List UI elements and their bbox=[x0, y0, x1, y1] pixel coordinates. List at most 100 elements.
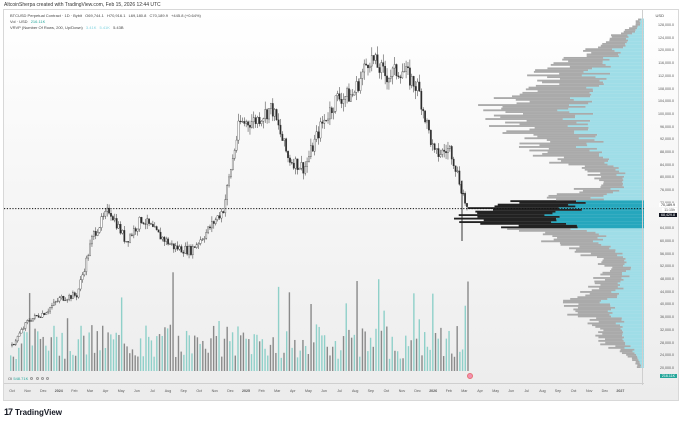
tradingview-brand: TradingView bbox=[15, 407, 62, 417]
price-tick-label: 56,000.0 bbox=[660, 251, 674, 256]
time-tick-label: Apr bbox=[102, 389, 109, 393]
legend-vrvp-row[interactable]: VRVP (Number Of Rows, 200, Up/Down) 3.41… bbox=[10, 25, 203, 31]
legend-volume-value: 216.11K bbox=[30, 19, 46, 24]
price-tick-label: 100,000.0 bbox=[658, 111, 674, 116]
tradingview-logo-icon: 17 bbox=[4, 407, 13, 417]
oi-label: OI bbox=[8, 376, 13, 381]
time-tick-label: Feb bbox=[258, 389, 265, 393]
price-tick-label: 44,000.0 bbox=[660, 289, 674, 294]
time-tick-label: Apr bbox=[477, 389, 483, 393]
legend-vrvp-total: 5.43B bbox=[113, 25, 124, 30]
time-tick-label: Oct bbox=[9, 389, 15, 393]
price-tick-label: 116,000.0 bbox=[658, 61, 674, 66]
time-tick-label: 2027 bbox=[616, 389, 625, 393]
time-tick-label: Jul bbox=[150, 389, 155, 393]
price-tick-label: 84,000.0 bbox=[660, 162, 674, 167]
price-tick-label: 112,000.0 bbox=[658, 73, 674, 78]
price-tick-label: 76,000.0 bbox=[660, 188, 674, 193]
time-tick-label: Feb bbox=[445, 389, 452, 393]
price-tick-label: 88,000.0 bbox=[660, 150, 674, 155]
time-axis[interactable]: Oct Nov Dec 2024 Feb Mar Apr May Jun Jul Aug Sep Oct… bbox=[4, 383, 644, 400]
currency-label[interactable]: USD bbox=[655, 13, 664, 18]
legend-vrvp-up: 3.41K bbox=[85, 25, 97, 30]
price-tick-label: 24,000.0 bbox=[660, 353, 674, 358]
legend-close: C70,189.9 bbox=[149, 13, 168, 18]
price-tick-label: 48,000.0 bbox=[660, 277, 674, 282]
price-tick-label: 72,000.0 bbox=[660, 201, 674, 205]
chart-pane[interactable]: BTCUSD Perpetual Contract · 1D · Bybit O… bbox=[3, 9, 679, 401]
time-tick-label: Mar bbox=[86, 389, 94, 393]
price-tick-label: 60,000.0 bbox=[660, 238, 674, 243]
legend-high: H70,916.1 bbox=[106, 13, 126, 18]
volume-tag: 216.11K bbox=[659, 374, 677, 378]
price-tick-label: 52,000.0 bbox=[660, 264, 674, 269]
time-tick-label: Jul bbox=[524, 389, 530, 393]
time-tick-label: 2024 bbox=[54, 389, 63, 393]
legend-open: O69,744.1 bbox=[85, 13, 104, 18]
time-tick-label: Jun bbox=[133, 389, 140, 393]
legend-symbol-row[interactable]: BTCUSD Perpetual Contract · 1D · Bybit O… bbox=[10, 13, 203, 19]
chart-legend: BTCUSD Perpetual Contract · 1D · Bybit O… bbox=[10, 13, 203, 31]
eye-icon[interactable] bbox=[30, 377, 34, 381]
legend-symbol[interactable]: BTCUSD Perpetual Contract · 1D · Bybit bbox=[10, 13, 83, 18]
time-tick-label: Jun bbox=[508, 389, 515, 393]
legend-volume-row[interactable]: Vol · USD 216.11K bbox=[10, 19, 203, 25]
time-tick-label: Dec bbox=[227, 389, 234, 393]
price-tick-label: 20,000.0 bbox=[660, 366, 674, 370]
candle-countdown-tag: 11:15h bbox=[662, 207, 677, 212]
oi-value: 548.71K bbox=[13, 376, 29, 381]
time-tick-label: May bbox=[117, 389, 125, 393]
price-tick-label: 32,000.0 bbox=[660, 327, 674, 332]
time-tick-label: Dec bbox=[601, 389, 608, 393]
price-tick-label: 96,000.0 bbox=[660, 124, 674, 129]
time-tick-label: Sep bbox=[367, 389, 374, 393]
price-plot[interactable] bbox=[4, 10, 644, 385]
time-tick-label: Aug bbox=[351, 389, 359, 393]
time-tick-label: Dec bbox=[414, 389, 421, 393]
price-tick-label: 124,000.0 bbox=[658, 35, 674, 40]
settings-icon[interactable] bbox=[35, 377, 39, 381]
time-tick-label: Oct bbox=[196, 389, 202, 393]
close-icon[interactable] bbox=[40, 377, 44, 381]
price-tick-label: 104,000.0 bbox=[658, 99, 674, 104]
time-tick-label: Jun bbox=[321, 389, 327, 393]
price-axis[interactable]: USD 128,000.0 124,000.0 120,000.0 116,000.0… bbox=[642, 10, 678, 385]
price-tick-label: 40,000.0 bbox=[660, 302, 674, 307]
event-marker-icon[interactable] bbox=[467, 373, 473, 379]
price-tick-label: 92,000.0 bbox=[660, 137, 674, 142]
time-tick-label: Jul bbox=[337, 389, 342, 393]
credit-line: AltcoinSherpa created with TradingView.c… bbox=[4, 2, 161, 8]
legend-low: L69,180.8 bbox=[128, 13, 147, 18]
more-icon[interactable] bbox=[45, 377, 49, 381]
current-price-tag: 70,189.9 bbox=[659, 203, 677, 208]
time-tick-label: Mar bbox=[461, 389, 468, 393]
time-tick-label: Sep bbox=[180, 389, 187, 393]
time-tick-label: Mar bbox=[274, 389, 281, 393]
price-tick-label: 120,000.0 bbox=[658, 48, 674, 53]
legend-vrvp-down: 5.41K bbox=[99, 25, 110, 30]
price-tick-label: 108,000.0 bbox=[658, 86, 674, 91]
time-tick-label: Sep bbox=[554, 389, 562, 393]
time-tick-label: Feb bbox=[71, 389, 78, 393]
legend-change: +445.8 (+0.64%) bbox=[171, 13, 201, 18]
time-tick-label: May bbox=[304, 389, 312, 393]
legend-volume-label: Vol · USD bbox=[10, 19, 28, 24]
price-tick-label: 28,000.0 bbox=[660, 340, 674, 345]
time-tick-label: Aug bbox=[539, 389, 546, 393]
price-tick-label: 64,000.0 bbox=[660, 226, 674, 231]
time-tick-label: Oct bbox=[383, 389, 390, 393]
time-tick-label: Oct bbox=[570, 389, 577, 393]
time-tick-label: Nov bbox=[211, 389, 218, 393]
time-tick-label: Dec bbox=[39, 389, 47, 393]
time-tick-label: Nov bbox=[585, 389, 593, 393]
time-tick-label: May bbox=[492, 389, 499, 393]
time-tick-label: Nov bbox=[398, 389, 406, 393]
time-tick-label: Nov bbox=[24, 389, 31, 393]
time-tick-label: Aug bbox=[164, 389, 172, 393]
tradingview-footer: 17 TradingView bbox=[4, 407, 62, 417]
legend-vrvp-label: VRVP (Number Of Rows, 200, Up/Down) bbox=[10, 25, 83, 30]
price-tick-label: 80,000.0 bbox=[660, 175, 674, 180]
price-tick-label: 36,000.0 bbox=[660, 315, 674, 320]
oi-legend[interactable]: OI 548.71K bbox=[8, 376, 49, 381]
